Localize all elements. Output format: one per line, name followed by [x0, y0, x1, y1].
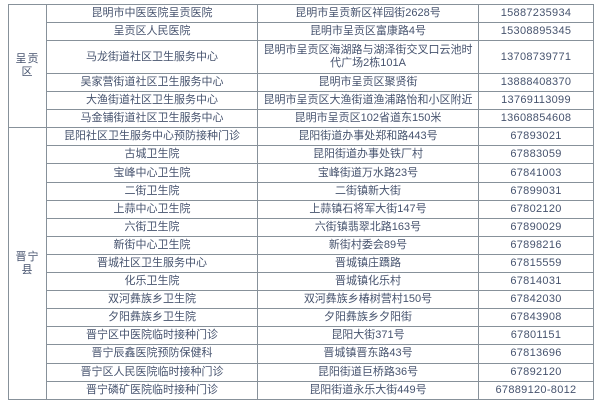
district-cell: 晋宁县 [8, 127, 47, 400]
table-row: 晋宁区中医院临时接种门诊 昆阳大街371号 67801151 [9, 326, 594, 346]
table-row: 呈贡区 昆明市中医医院呈贡医院 昆明市呈贡新区祥园街2628号 15887235934 [8, 3, 594, 129]
phone-cell: 67802120 [478, 199, 594, 219]
phone-cell: 13608854608 [478, 109, 594, 129]
phone-cell: 13708739771 [478, 40, 594, 74]
address-cell: 六街镇翡翠北路163号 [257, 217, 479, 237]
address-cell: 晋城镇化乐村 [257, 272, 479, 292]
address-cell: 宝峰街道万水路23号 [257, 163, 479, 183]
table-body: 呈贡区 昆明市中医医院呈贡医院 昆明市呈贡新区祥园街2628号 15887235934… [8, 3, 594, 401]
institution-cell: 二街卫生院 [46, 181, 258, 201]
address-cell: 新街村委会89号 [257, 235, 479, 255]
vaccination-clinic-table: 呈贡区 昆明市中医医院呈贡医院 昆明市呈贡新区祥园街2628号 15887235934… [8, 3, 594, 401]
phone-cell: 67815559 [478, 253, 594, 274]
institution-cell: 宝峰中心卫生院 [46, 163, 258, 183]
institution-cell: 夕阳彝族乡卫生院 [46, 308, 258, 328]
address-cell: 昆阳街道巨桥路36号 [257, 362, 479, 382]
table-row: 晋宁区人民医院临时接种门诊 昆阳街道巨桥路36号 67892120 [9, 362, 594, 382]
table-row: 上蒜中心卫生院 上蒜镇石将军大街147号 67802120 [9, 199, 594, 219]
institution-cell: 昆阳社区卫生服务中心预防接种门诊 [46, 127, 258, 147]
table-row: 马金铺街道社区卫生服务中心 昆明市呈贡区102省道东150米 13608854608 [9, 109, 594, 129]
phone-cell: 67841003 [478, 163, 594, 183]
table-row: 马龙街道社区卫生服务中心 昆明市呈贡区海湖路与湖泽街交叉口云池时代广场2栋101A… [9, 40, 594, 74]
institution-cell: 吴家营街道社区卫生服务中心 [46, 72, 258, 93]
phone-cell: 67899031 [478, 181, 594, 201]
phone-cell: 15308895345 [478, 22, 594, 42]
phone-cell: 67883059 [478, 145, 594, 165]
phone-cell: 67801151 [478, 326, 594, 346]
table-row: 新街中心卫生院 新街村委会89号 67898216 [9, 235, 594, 255]
phone-cell: 13888408370 [478, 72, 594, 93]
table-row: 晋宁辰鑫医院预防保健科 晋城镇晋东路43号 67813696 [9, 344, 594, 364]
institution-cell: 上蒜中心卫生院 [46, 199, 258, 219]
address-cell: 上蒜镇石将军大街147号 [257, 199, 479, 219]
address-cell: 昆阳大街371号 [257, 326, 479, 346]
address-cell: 昆明市呈贡区海湖路与湖泽街交叉口云池时代广场2栋101A [257, 40, 479, 74]
address-cell: 昆阳街道永乐大街449号 [257, 380, 479, 401]
table-row: 呈贡区人民医院 昆明市呈贡区富康路4号 15308895345 [9, 22, 594, 42]
table-row: 晋城社区卫生服务中心 晋城镇庄蹻路 67815559 [9, 253, 594, 274]
table-row: 晋宁县 昆阳社区卫生服务中心预防接种门诊 昆阳街道办事处郑和路443号 6789302… [8, 127, 594, 400]
institution-cell: 昆明市中医医院呈贡医院 [46, 3, 258, 24]
institution-cell: 双河彝族乡卫生院 [46, 290, 258, 310]
phone-cell: 15887235934 [478, 3, 594, 24]
institution-cell: 大渔街道社区卫生服务中心 [46, 91, 258, 111]
institution-cell: 六街卫生院 [46, 217, 258, 237]
phone-cell: 67898216 [478, 235, 594, 255]
table-row: 晋宁磷矿医院临时接种门诊 昆阳街道永乐大街449号 67889120-8012 [9, 380, 594, 401]
address-cell: 昆明市呈贡区102省道东150米 [257, 109, 479, 129]
table-row: 古城卫生院 昆阳街道办事处铁厂村 67883059 [9, 145, 594, 165]
institution-cell: 晋宁辰鑫医院预防保健科 [46, 344, 258, 364]
phone-cell: 67814031 [478, 272, 594, 292]
address-cell: 昆阳街道办事处郑和路443号 [257, 127, 479, 147]
phone-cell: 67892120 [478, 362, 594, 382]
institution-cell: 古城卫生院 [46, 145, 258, 165]
institution-cell: 化乐卫生院 [46, 272, 258, 292]
address-cell: 夕阳彝族乡夕阳街 [257, 308, 479, 328]
address-cell: 晋城镇庄蹻路 [257, 253, 479, 274]
institution-cell: 晋城社区卫生服务中心 [46, 253, 258, 274]
address-cell: 昆阳街道办事处铁厂村 [257, 145, 479, 165]
institution-cell: 晋宁区人民医院临时接种门诊 [46, 362, 258, 382]
address-cell: 晋城镇晋东路43号 [257, 344, 479, 364]
phone-cell: 67889120-8012 [478, 380, 594, 401]
institution-cell: 马龙街道社区卫生服务中心 [46, 40, 258, 74]
table-row: 化乐卫生院 晋城镇化乐村 67814031 [9, 272, 594, 292]
phone-cell: 67813696 [478, 344, 594, 364]
address-cell: 二街镇新大街 [257, 181, 479, 201]
district-cell: 呈贡区 [8, 3, 47, 129]
table-row: 大渔街道社区卫生服务中心 昆明市呈贡区大渔街道渔浦路怡和小区附近 137691130… [9, 91, 594, 111]
table-row: 吴家营街道社区卫生服务中心 昆明市呈贡区聚贤街 13888408370 [9, 72, 594, 93]
institution-cell: 新街中心卫生院 [46, 235, 258, 255]
phone-cell: 13769113099 [478, 91, 594, 111]
address-cell: 昆明市呈贡区大渔街道渔浦路怡和小区附近 [257, 91, 479, 111]
phone-cell: 67842030 [478, 290, 594, 310]
institution-cell: 呈贡区人民医院 [46, 22, 258, 42]
table-row: 宝峰中心卫生院 宝峰街道万水路23号 67841003 [9, 163, 594, 183]
institution-cell: 晋宁区中医院临时接种门诊 [46, 326, 258, 346]
table-row: 双河彝族乡卫生院 双河彝族乡椿树营村150号 67842030 [9, 290, 594, 310]
institution-cell: 晋宁磷矿医院临时接种门诊 [46, 380, 258, 401]
institution-cell: 马金铺街道社区卫生服务中心 [46, 109, 258, 129]
phone-cell: 67843908 [478, 308, 594, 328]
address-cell: 昆明市呈贡区富康路4号 [257, 22, 479, 42]
table-row: 六街卫生院 六街镇翡翠北路163号 67890029 [9, 217, 594, 237]
table-row: 夕阳彝族乡卫生院 夕阳彝族乡夕阳街 67843908 [9, 308, 594, 328]
table-row: 二街卫生院 二街镇新大街 67899031 [9, 181, 594, 201]
phone-cell: 67893021 [478, 127, 594, 147]
address-cell: 昆明市呈贡区聚贤街 [257, 72, 479, 93]
phone-cell: 67890029 [478, 217, 594, 237]
address-cell: 昆明市呈贡新区祥园街2628号 [257, 3, 479, 24]
address-cell: 双河彝族乡椿树营村150号 [257, 290, 479, 310]
